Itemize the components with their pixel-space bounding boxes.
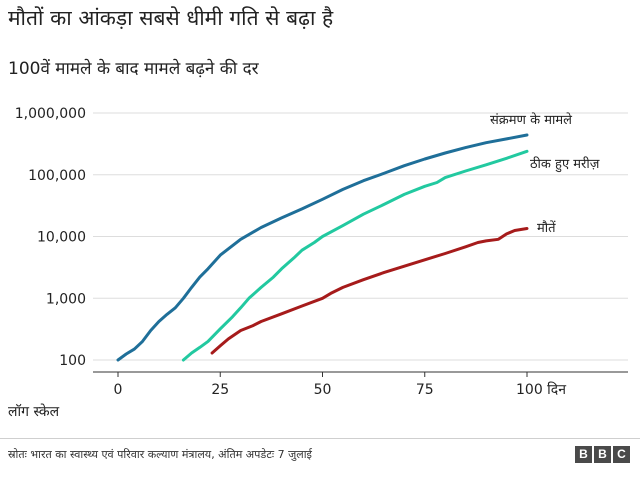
- bbc-logo-letter: B: [594, 446, 611, 463]
- source-note: स्रोतः भारत का स्वास्थ्य एवं परिवार कल्य…: [8, 448, 312, 461]
- series-lines: [116, 133, 529, 362]
- series-label: संक्रमण के मामले: [490, 112, 572, 128]
- chart-title: मौतों का आंकड़ा सबसे धीमी गति से बढ़ा है: [8, 6, 334, 30]
- x-tick-label: 100 दिन: [516, 381, 566, 398]
- bbc-logo: B B C: [575, 446, 630, 463]
- footer-divider: [0, 438, 640, 439]
- series-label: मौतें: [537, 220, 556, 236]
- log-scale-note: लॉग स्केल: [8, 404, 60, 420]
- series-label: ठीक हुए मरीज़: [530, 156, 600, 173]
- x-axis: 0 25 50 75 100 दिन: [93, 371, 628, 398]
- y-tick-label: 1,000: [46, 291, 86, 307]
- series-line: [116, 133, 529, 362]
- gridlines: [93, 112, 628, 361]
- y-tick-label: 100: [59, 353, 86, 369]
- chart-area: 100 1,000 10,000 100,000 1,000,000 0 25 50 75 10…: [15, 106, 628, 398]
- x-tick-label: 50: [314, 382, 332, 398]
- x-tick-label: 0: [114, 382, 123, 398]
- y-axis: 100 1,000 10,000 100,000 1,000,000: [15, 106, 86, 369]
- series-line: [210, 227, 529, 355]
- y-tick-label: 100,000: [28, 168, 86, 184]
- bbc-logo-letter: C: [613, 446, 630, 463]
- y-tick-label: 1,000,000: [15, 106, 86, 122]
- series-labels: संक्रमण के मामले ठीक हुए मरीज़ मौतें: [490, 112, 600, 236]
- x-tick-label: 25: [211, 382, 229, 398]
- y-tick-label: 10,000: [37, 230, 86, 246]
- x-tick-label: 75: [416, 382, 434, 398]
- bbc-logo-letter: B: [575, 446, 592, 463]
- series-line: [181, 149, 529, 362]
- chart-subtitle: 100वें मामले के बाद मामले बढ़ने की दर: [8, 59, 259, 79]
